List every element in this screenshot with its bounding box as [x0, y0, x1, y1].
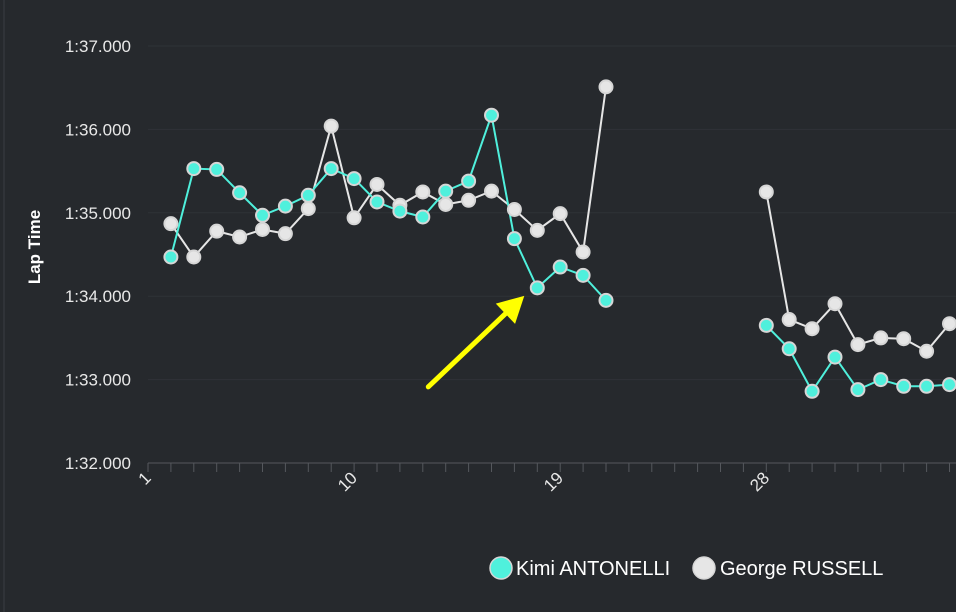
data-point[interactable]: [804, 321, 820, 337]
legend-marker: [489, 556, 513, 580]
data-point[interactable]: [827, 349, 843, 365]
data-point[interactable]: [392, 203, 408, 219]
data-point[interactable]: [506, 201, 522, 217]
data-point[interactable]: [209, 223, 225, 239]
x-tick-label: 1: [135, 468, 155, 488]
data-point[interactable]: [461, 173, 477, 189]
legend-item-1[interactable]: George RUSSELL: [692, 556, 883, 580]
legend-marker: [692, 556, 716, 580]
data-point[interactable]: [942, 316, 956, 332]
data-point[interactable]: [438, 183, 454, 199]
data-point[interactable]: [781, 341, 797, 357]
data-point[interactable]: [896, 378, 912, 394]
series-line: [765, 191, 951, 353]
series-lines: [163, 79, 956, 399]
data-point[interactable]: [484, 107, 499, 123]
data-point[interactable]: [919, 378, 935, 394]
data-point[interactable]: [552, 206, 568, 222]
data-point[interactable]: [827, 296, 843, 312]
data-point[interactable]: [255, 207, 270, 223]
x-tick-label: 28: [746, 468, 773, 495]
series-points-0[interactable]: [163, 107, 956, 399]
annotation-arrow-shaft: [425, 311, 508, 390]
x-tick-label: 10: [334, 468, 361, 495]
data-point[interactable]: [873, 330, 889, 346]
data-point[interactable]: [369, 176, 385, 192]
data-point[interactable]: [758, 317, 774, 333]
data-point[interactable]: [255, 221, 270, 237]
x-tick-label: 19: [540, 468, 567, 495]
y-tick-label: 1:37.000: [65, 37, 131, 56]
data-point[interactable]: [346, 171, 362, 187]
data-point[interactable]: [300, 201, 316, 217]
data-point[interactable]: [323, 161, 339, 177]
series-0: [169, 111, 950, 394]
series-points-1[interactable]: [163, 79, 956, 359]
legend-label: Kimi ANTONELLI: [516, 558, 670, 580]
data-point[interactable]: [758, 184, 774, 200]
data-point[interactable]: [919, 343, 935, 359]
annotations: [425, 295, 525, 390]
data-point[interactable]: [873, 372, 889, 388]
data-point[interactable]: [163, 249, 179, 265]
data-point[interactable]: [598, 79, 614, 95]
data-point[interactable]: [415, 209, 431, 225]
data-point[interactable]: [461, 192, 477, 208]
y-tick-label: 1:36.000: [65, 120, 131, 139]
data-point[interactable]: [850, 382, 866, 398]
data-point[interactable]: [598, 292, 614, 308]
data-point[interactable]: [529, 222, 545, 238]
x-axis: 1 10 19 28: [135, 462, 956, 495]
data-point[interactable]: [484, 183, 499, 199]
data-point[interactable]: [277, 226, 293, 242]
data-point[interactable]: [232, 185, 248, 201]
y-tick-label: 1:32.000: [65, 454, 131, 473]
data-point[interactable]: [781, 312, 797, 328]
data-point[interactable]: [575, 244, 591, 260]
data-point[interactable]: [323, 118, 339, 134]
y-axis-labels: 1:32.000 1:33.000 1:34.000 1:35.000 1:36.000…: [65, 37, 131, 473]
legend[interactable]: Kimi ANTONELLI George RUSSELL: [489, 556, 883, 580]
data-point[interactable]: [896, 331, 912, 347]
data-point[interactable]: [369, 194, 385, 210]
data-point[interactable]: [506, 231, 522, 247]
data-point[interactable]: [438, 196, 454, 212]
data-point[interactable]: [850, 337, 866, 353]
legend-item-0[interactable]: Kimi ANTONELLI: [489, 556, 670, 580]
data-point[interactable]: [552, 259, 568, 275]
series-line: [169, 111, 607, 302]
data-point[interactable]: [300, 187, 316, 203]
y-tick-label: 1:35.000: [65, 204, 131, 223]
legend-label: George RUSSELL: [720, 558, 883, 580]
data-point[interactable]: [232, 229, 248, 245]
y-tick-label: 1:34.000: [65, 287, 131, 306]
y-tick-label: 1:33.000: [65, 371, 131, 390]
data-point[interactable]: [163, 216, 179, 232]
data-point[interactable]: [804, 383, 820, 399]
data-point[interactable]: [186, 249, 202, 265]
data-point[interactable]: [209, 161, 225, 177]
data-point[interactable]: [575, 267, 591, 283]
data-point[interactable]: [346, 210, 362, 226]
data-point[interactable]: [942, 377, 956, 393]
data-point[interactable]: [529, 280, 545, 296]
data-point[interactable]: [186, 161, 202, 177]
data-point[interactable]: [277, 198, 293, 214]
data-point[interactable]: [415, 184, 431, 200]
y-axis-title: Lap Time: [25, 210, 44, 284]
annotation-arrow-head: [495, 295, 525, 324]
